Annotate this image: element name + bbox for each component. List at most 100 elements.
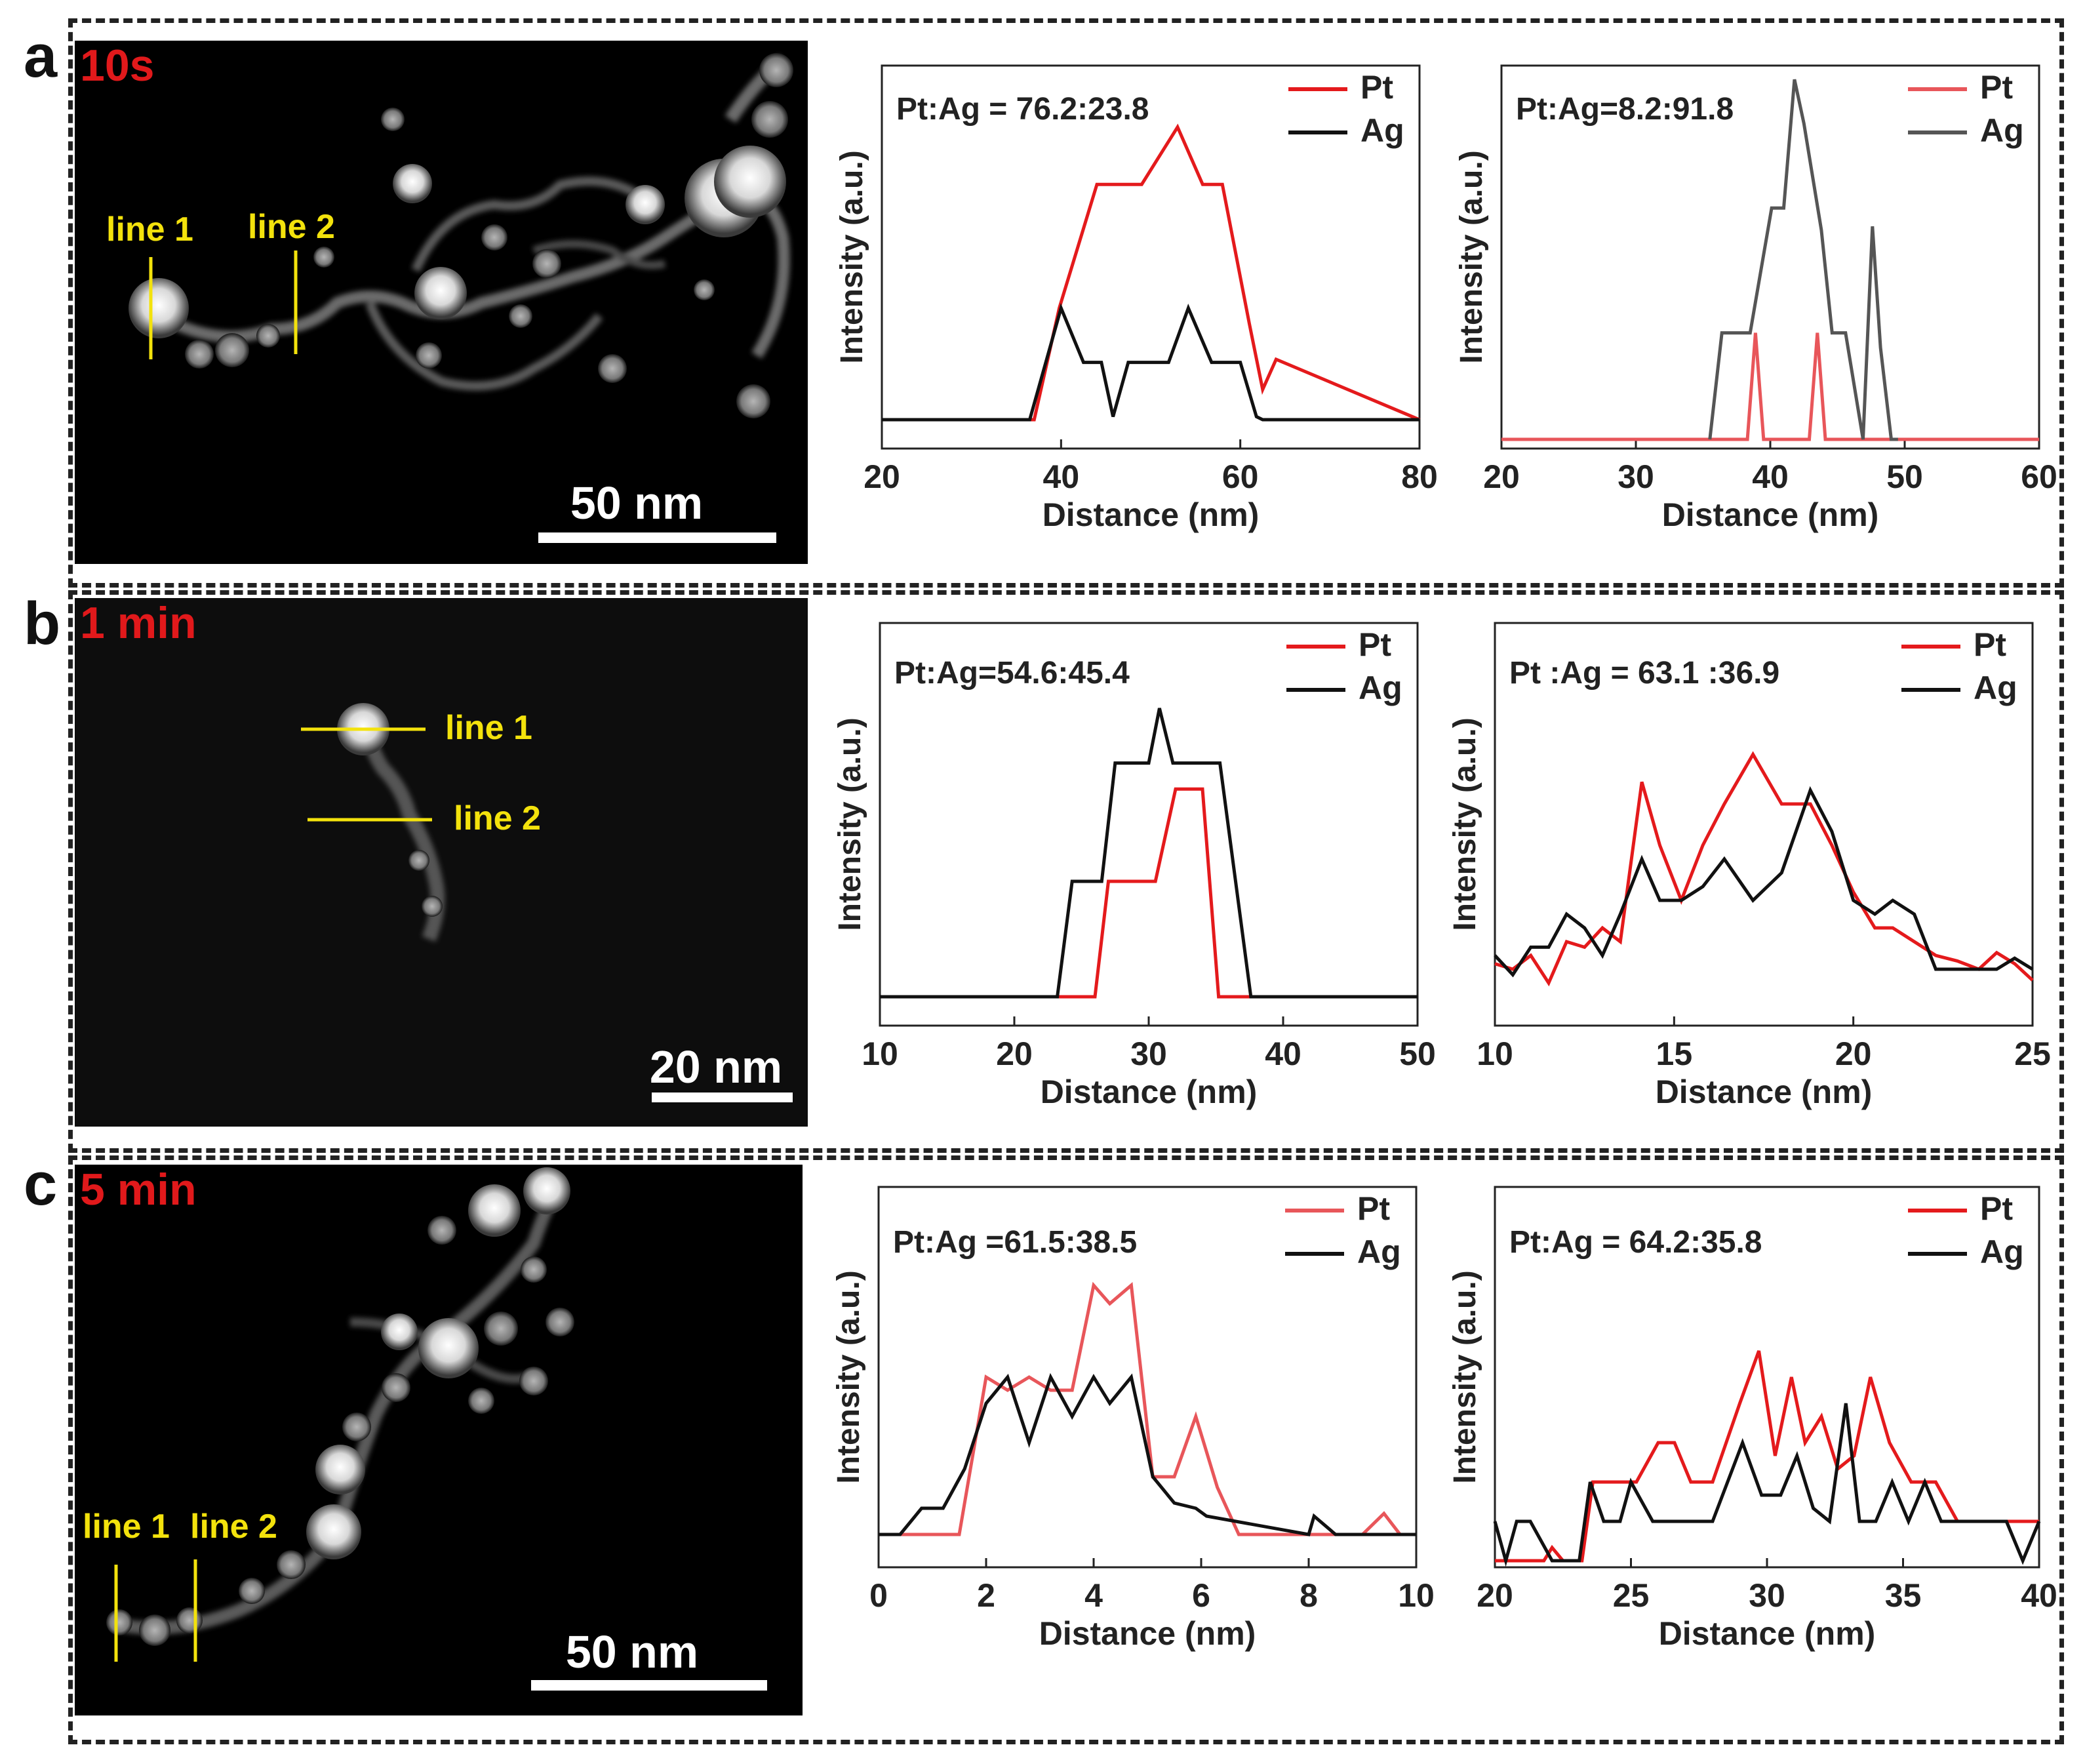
x-tick-label: 0 [869,1577,888,1614]
tem-particles-b [75,598,808,1127]
panel-letter-c: c [24,1151,58,1218]
time-label-b: 1 min [80,598,197,648]
x-tick-label: 40 [2021,1577,2057,1614]
chart-a2: 20 30 40 50 60 Distance (nm) Intensity (a.u.) P… [1449,46,2059,571]
scale-bar-label-a: 50 nm [570,477,704,529]
tem-image-a: 10s line 1 line 2 50 nm [75,41,808,564]
x-tick-label: 40 [1043,458,1080,495]
x-axis-label: Distance (nm) [1656,1073,1873,1110]
x-tick-label: 20 [864,458,900,495]
y-axis-label: Intensity (a.u.) [1454,150,1489,363]
legend-label-pt: Pt [1980,1190,2013,1227]
scale-bar-b [652,1092,793,1102]
x-tick-label: 40 [1265,1035,1301,1072]
line-1-label-b: line 1 [445,709,532,747]
chart-b2: 10 15 20 25 Distance (nm) Intensity (a.u.) Pt … [1448,603,2059,1148]
legend-label-ag: Ag [1359,670,1402,706]
x-tick-label: 30 [1130,1035,1167,1072]
legend-label-pt: Pt [1359,626,1391,663]
chart-c2: 20 25 30 35 40 Distance (nm) Intensity (a.u.) P… [1448,1167,2059,1692]
legend-label-ag: Ag [1980,1233,2024,1270]
x-tick-label: 40 [1752,458,1789,495]
series-line-pt [880,787,1418,999]
panel-letter-b: b [24,590,61,657]
legend-label-ag: Ag [1974,670,2017,706]
composition-annotation: Pt :Ag = 63.1 :36.9 [1509,656,1779,691]
legend-label-pt: Pt [1357,1190,1390,1227]
x-tick-label: 15 [1656,1035,1693,1072]
composition-annotation: Pt:Ag=8.2:91.8 [1516,92,1734,127]
time-label-a: 10s [80,41,155,90]
tem-particles-a [129,53,793,418]
x-tick-label: 6 [1192,1577,1210,1614]
scale-bar-a [538,532,776,543]
x-tick-label: 50 [1886,458,1923,495]
x-tick-label: 35 [1885,1577,1922,1614]
x-tick-label: 8 [1300,1577,1318,1614]
composition-annotation: Pt:Ag=54.6:45.4 [894,656,1130,691]
line-1-label-c: line 1 [83,1508,170,1546]
x-tick-label: 30 [1749,1577,1785,1614]
series-line-ag [1708,79,1898,441]
x-tick-label: 2 [977,1577,995,1614]
series-line-pt [1495,1350,2039,1563]
y-axis-label: Intensity (a.u.) [1448,717,1482,931]
series-line-pt [1501,332,2039,441]
series-line-ag [1494,786,2034,978]
line-2-label-a: line 2 [248,208,335,246]
x-tick-label: 20 [1483,458,1520,495]
panel-a-frame [68,18,2064,588]
legend-label-pt: Pt [1980,69,2013,106]
y-axis-label: Intensity (a.u.) [831,1270,866,1483]
y-axis-label: Intensity (a.u.) [835,150,869,363]
y-axis-label: Intensity (a.u.) [1448,1270,1482,1483]
series-line-pt [879,1281,1416,1536]
x-tick-label: 25 [2014,1035,2051,1072]
legend-label-ag: Ag [1980,112,2024,149]
composition-annotation: Pt:Ag = 64.2:35.8 [1509,1225,1762,1260]
scale-bar-label-c: 50 nm [565,1626,699,1677]
series-line-pt [1494,751,2034,987]
series-line-ag [1493,1403,2041,1567]
scale-bar-c [531,1680,767,1691]
x-tick-label: 80 [1401,458,1438,495]
plot-frame [877,1186,1418,1569]
tem-image-c: 5 min line 1 line 2 50 nm [75,1165,803,1715]
series-line-pt [882,123,1420,422]
x-tick-label: 30 [1618,458,1654,495]
x-tick-label: 20 [1477,1577,1513,1614]
x-tick-label: 10 [862,1035,898,1072]
series-line-ag [882,303,1420,422]
x-tick-label: 60 [2021,458,2057,495]
panel-b-frame [68,590,2064,1153]
x-tick-label: 20 [1835,1035,1872,1072]
chart-b1: 10 20 30 40 50 Distance (nm) Intensity (a.u.) P… [826,603,1442,1148]
scale-bar-label-b: 20 nm [649,1041,783,1092]
panel-letter-a: a [24,23,58,90]
tem-particles-c [106,1167,574,1662]
x-axis-label: Distance (nm) [1662,496,1879,533]
line-1-label-a: line 1 [106,210,193,249]
x-tick-label: 50 [1399,1035,1436,1072]
legend-label-ag: Ag [1357,1233,1401,1270]
chart-a1: 20 40 60 80 Distance (nm) Intensity (a.u.) Pt:… [833,46,1438,571]
line-2-label-c: line 2 [190,1508,277,1546]
x-tick-label: 10 [1477,1035,1513,1072]
x-tick-label: 20 [996,1035,1033,1072]
chart-c1: 0 2 4 6 8 10 Distance (nm) Intensity (a.u.) Pt:A… [826,1167,1442,1692]
legend-label-pt: Pt [1974,626,2006,663]
x-tick-label: 4 [1084,1577,1103,1614]
series-line-ag [880,708,1418,999]
legend-label-ag: Ag [1360,112,1404,149]
legend-label-pt: Pt [1360,69,1393,106]
time-label-c: 5 min [80,1165,197,1214]
tem-image-b: 1 min line 1 line 2 20 nm [75,598,808,1127]
x-axis-label: Distance (nm) [1039,1615,1256,1652]
series-line-ag [879,1373,1416,1536]
composition-annotation: Pt:Ag = 76.2:23.8 [896,92,1149,127]
x-tick-label: 25 [1613,1577,1650,1614]
panel-c-frame [68,1155,2064,1744]
x-axis-label: Distance (nm) [1659,1615,1876,1652]
x-axis-label: Distance (nm) [1041,1073,1258,1110]
x-tick-label: 60 [1222,458,1259,495]
